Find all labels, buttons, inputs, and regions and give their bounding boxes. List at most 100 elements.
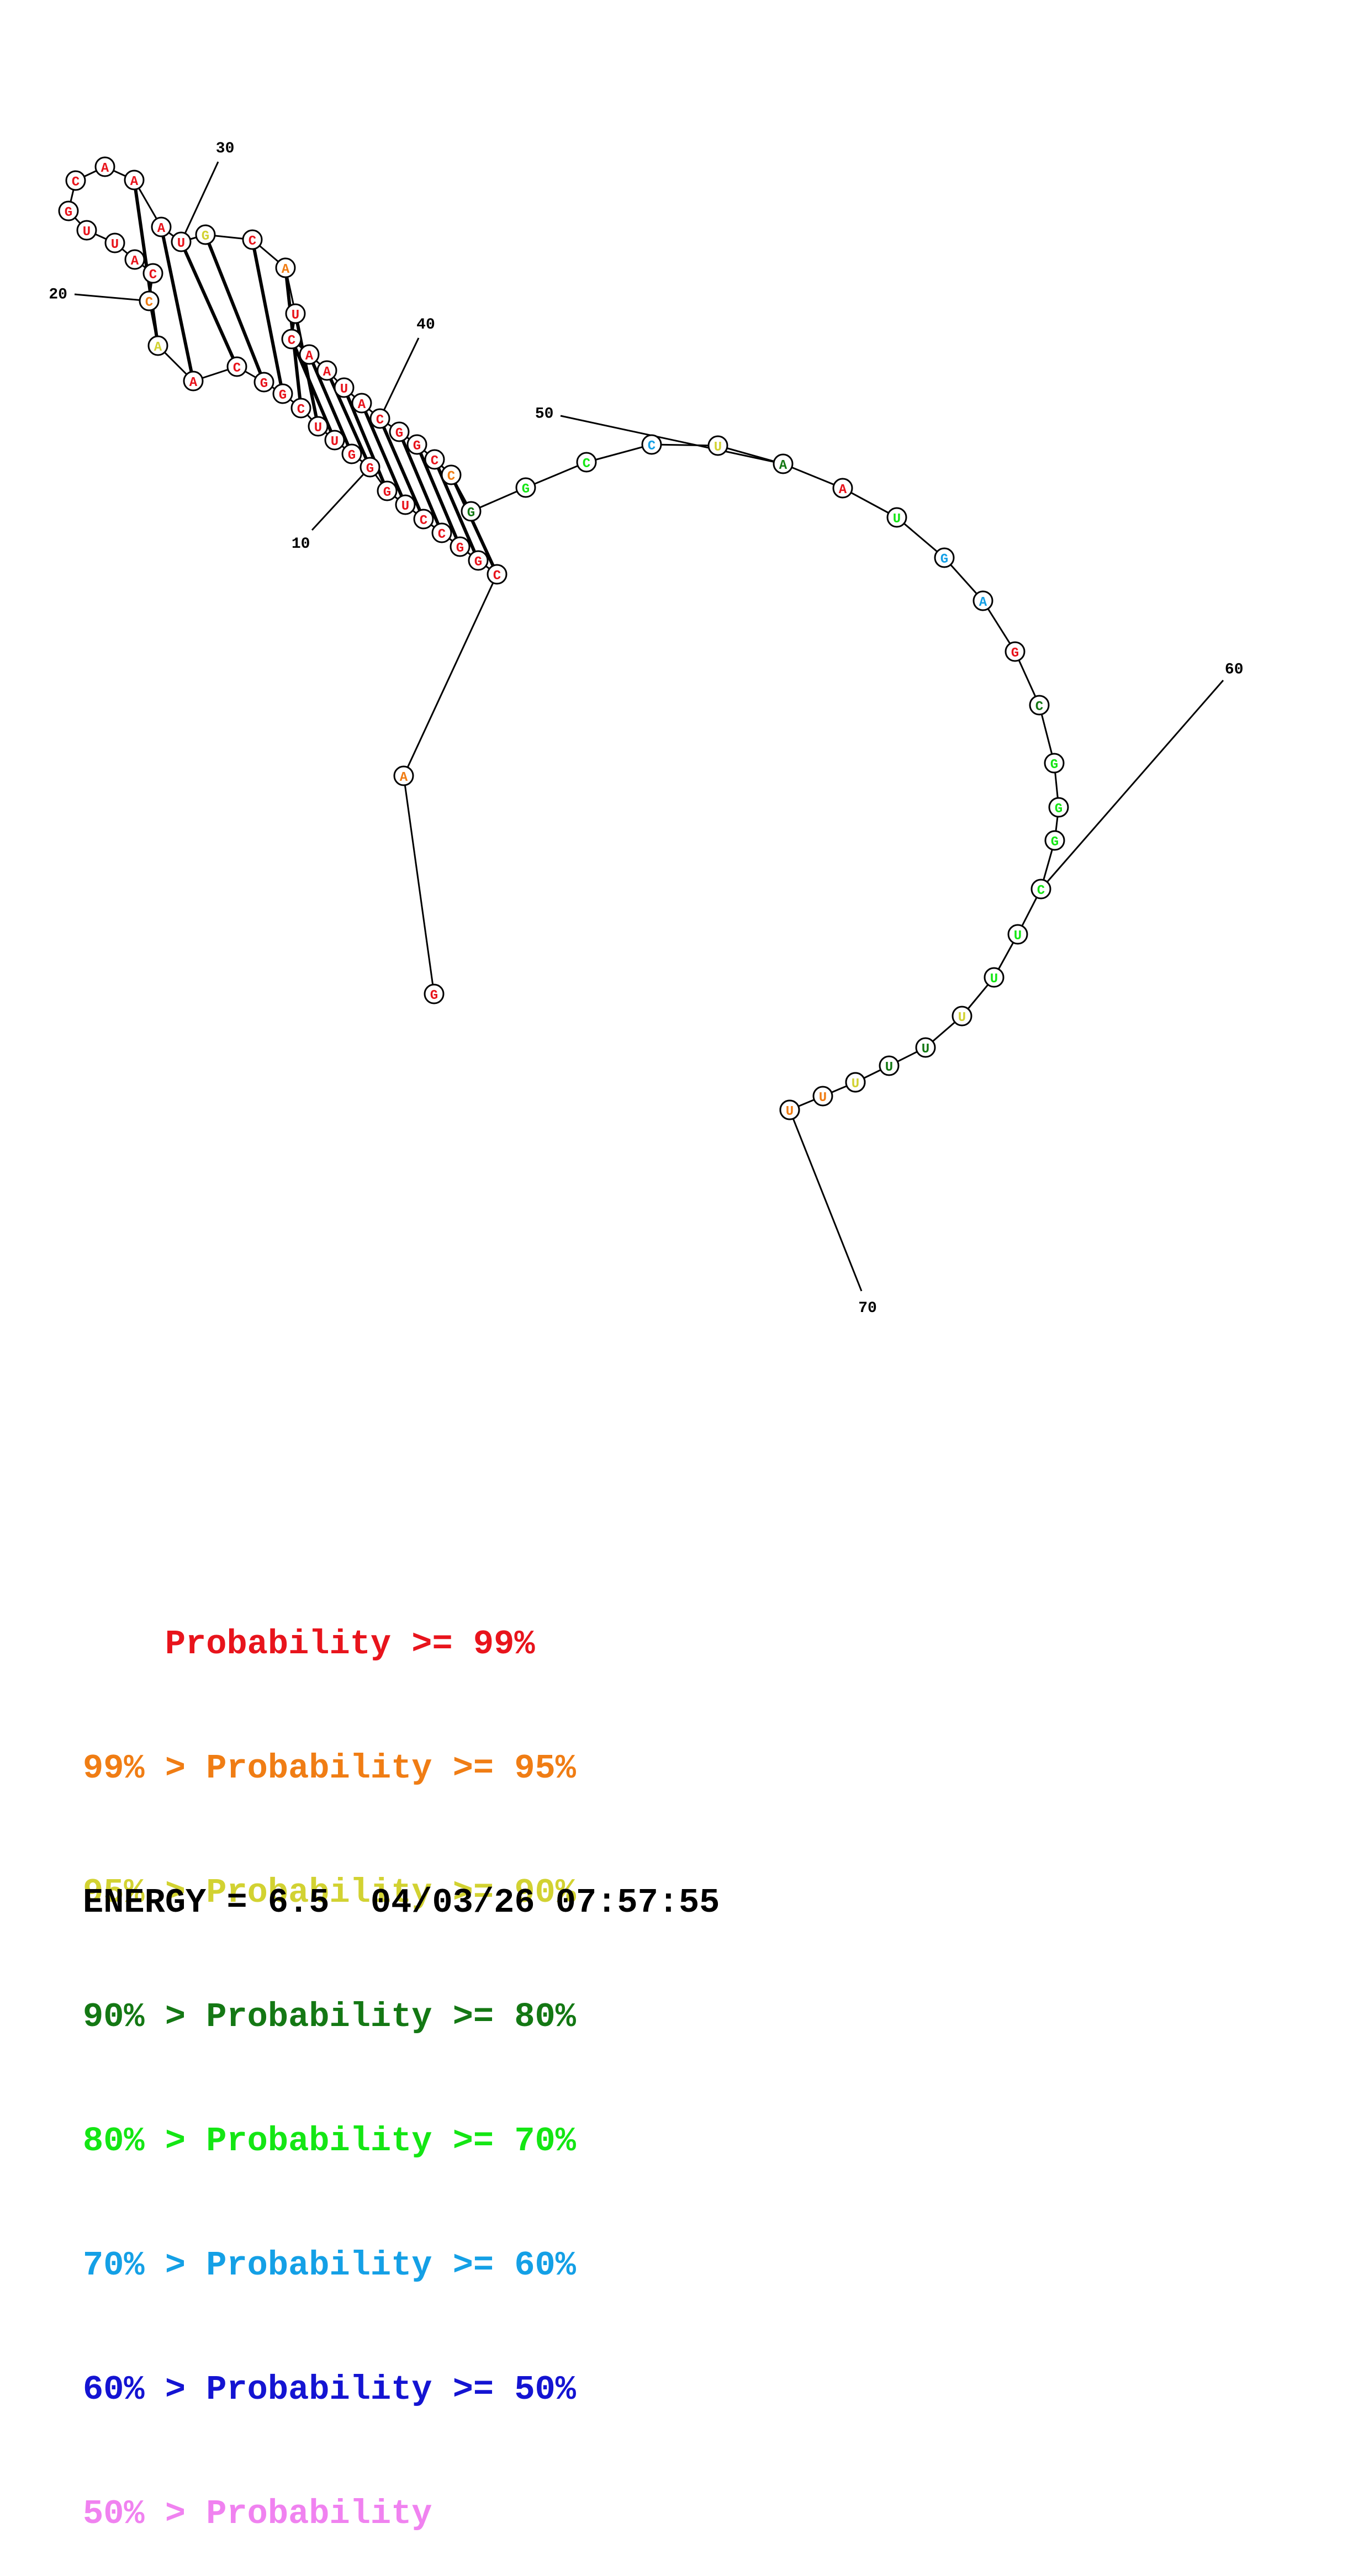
position-tick-line xyxy=(311,466,371,531)
legend-row-5: 80% > Probability >= 70% xyxy=(83,2120,576,2162)
nucleotide-circle xyxy=(972,590,993,611)
nucleotide-circle xyxy=(104,232,125,253)
base-pair-line xyxy=(308,353,353,455)
probability-legend: Probability >= 99% 99% > Probability >= … xyxy=(83,1541,576,2576)
nucleotide-circle xyxy=(195,224,216,245)
nucleotide-letter: G xyxy=(348,448,356,463)
nucleotide-letter: G xyxy=(522,482,530,497)
nucleotide-circle xyxy=(253,372,274,393)
nucleotide-circle xyxy=(272,383,293,404)
nucleotide-letter: A xyxy=(189,375,198,390)
position-label: 20 xyxy=(49,286,67,303)
nucleotide-letter: G xyxy=(474,555,482,570)
legend-label: Probability xyxy=(206,2494,432,2533)
legend-row-6: 70% > Probability >= 60% xyxy=(83,2245,576,2286)
nucleotide-circle xyxy=(468,550,489,571)
nucleotide-circle xyxy=(142,263,163,284)
nucleotide-letter: G xyxy=(456,541,464,556)
nucleotide-letter: A xyxy=(157,221,166,236)
nucleotide-circle xyxy=(242,229,263,250)
legend-row-7: 60% > Probability >= 50% xyxy=(83,2369,576,2410)
nucleotide-letter: A xyxy=(839,483,847,498)
nucleotide-circle xyxy=(275,257,296,278)
nucleotide-letter: A xyxy=(131,254,139,269)
nucleotide-circle xyxy=(151,216,172,237)
nucleotide-letter: C xyxy=(288,334,295,348)
nucleotide-letter: C xyxy=(420,514,427,528)
nucleotide-circle xyxy=(389,421,410,442)
legend-prefix: 99% > xyxy=(83,1749,207,1788)
nucleotide-letter: C xyxy=(233,361,241,376)
position-tick-line xyxy=(379,337,420,419)
nucleotide-circle xyxy=(377,480,398,501)
energy-timestamp: ENERGY = 6.5 04/03/26 07:57:55 xyxy=(83,1883,720,1922)
nucleotide-letter: U xyxy=(1014,929,1022,944)
backbone-segment xyxy=(842,487,897,519)
legend-prefix: 95% > xyxy=(83,1873,207,1912)
legend-row-4: 90% > Probability >= 80% xyxy=(83,1996,576,2038)
legend-prefix: 80% > xyxy=(83,2122,207,2161)
base-pair-line xyxy=(342,387,389,492)
nucleotide-circle xyxy=(124,249,145,270)
nucleotide-letter: A xyxy=(358,398,366,412)
position-ticks: 10 20 30 40 50 60 70 xyxy=(49,140,1243,1317)
nucleotide-letter: A xyxy=(154,340,162,355)
nucleotide-letter: U xyxy=(340,382,348,397)
base-pair-line xyxy=(204,234,266,383)
legend-label: Probability >= 99% xyxy=(165,1625,535,1664)
nucleotide-circle xyxy=(171,231,192,252)
position-label: 30 xyxy=(216,140,235,157)
nucleotide-circle xyxy=(308,416,329,437)
base-pair-line xyxy=(398,431,443,534)
nucleotide-letter: G xyxy=(430,988,438,1003)
legend-label: Probability >= 50% xyxy=(206,2370,576,2409)
nucleotide-letter: A xyxy=(101,161,109,176)
nucleotide-letter: U xyxy=(83,225,91,240)
nucleotide-circle xyxy=(226,356,247,377)
backbone-segment xyxy=(586,443,652,463)
legend-label: Probability >= 60% xyxy=(206,2246,576,2285)
nucleotide-letter: U xyxy=(958,1011,966,1025)
nucleotide-circle xyxy=(147,335,168,356)
nucleotide-circle xyxy=(832,478,853,499)
nucleotide-letter: G xyxy=(65,205,72,220)
position-label: 10 xyxy=(292,536,310,553)
nucleotide-circle xyxy=(299,344,320,365)
nucleotide-letter: A xyxy=(779,458,787,473)
legend-row-8: 50% > Probability xyxy=(83,2493,576,2535)
nucleotide-letter: C xyxy=(493,569,501,584)
nucleotide-circle xyxy=(285,303,306,324)
base-pair-lines xyxy=(133,179,499,575)
nucleotide-circle xyxy=(773,453,794,474)
nucleotide-circle xyxy=(290,398,311,419)
legend-label: Probability >= 80% xyxy=(206,1997,576,2037)
position-label: 70 xyxy=(858,1300,877,1317)
nucleotide-letter: U xyxy=(990,972,998,987)
nucleotide-circle xyxy=(183,371,204,392)
nucleotide-letter: U xyxy=(922,1042,929,1057)
nucleotide-circle xyxy=(515,477,536,498)
nucleotide-circle xyxy=(1044,753,1065,774)
nucleotide-letter: U xyxy=(292,308,299,323)
legend-row-1: Probability >= 99% xyxy=(83,1623,576,1665)
base-pair-line xyxy=(251,239,284,394)
nucleotide-circle xyxy=(886,507,907,528)
nucleotide-letter: C xyxy=(149,268,157,283)
nucleotide-circle xyxy=(406,434,427,455)
nucleotide-letter: A xyxy=(323,365,331,380)
nucleotide-letter: U xyxy=(177,236,185,251)
legend-prefix: 90% > xyxy=(83,1997,207,2037)
nucleotide-letter: U xyxy=(852,1077,859,1092)
legend-label: Probability >= 90% xyxy=(206,1873,576,1912)
nucleotide-circle xyxy=(351,393,372,414)
backbone-segment xyxy=(651,443,718,447)
nucleotide-circle xyxy=(1007,924,1028,945)
nucleotide-circle xyxy=(845,1072,866,1093)
position-tick-line xyxy=(789,1109,863,1292)
backbone-segment xyxy=(525,461,587,489)
nucleotide-circle xyxy=(94,156,115,177)
legend-prefix xyxy=(83,1625,165,1664)
nucleotide-circle xyxy=(395,494,416,515)
nucleotide-circle xyxy=(879,1055,900,1076)
nucleotide-circle xyxy=(76,220,97,241)
